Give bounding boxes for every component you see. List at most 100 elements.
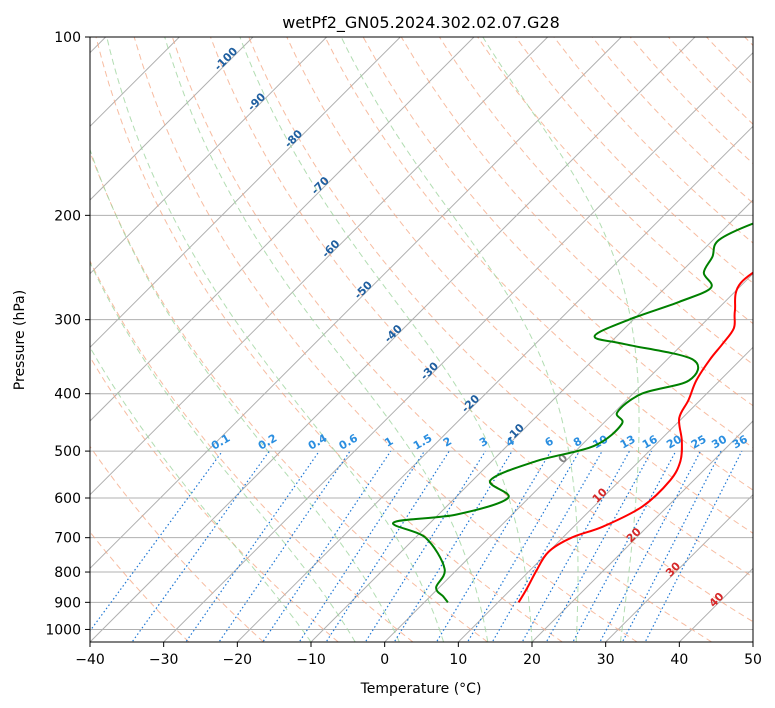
- x-tick-label: 20: [523, 652, 541, 668]
- dry-adiabat-line: [668, 37, 753, 125]
- dry-adiabat-line: [553, 37, 753, 244]
- mixing-ratio-line: [435, 450, 552, 642]
- isotherm-line: [90, 37, 549, 496]
- y-tick-label: 300: [54, 313, 81, 329]
- dry-adiabat-line: [706, 37, 753, 86]
- mixing-ratio-line: [298, 450, 425, 642]
- dry-adiabat-line: [90, 445, 264, 642]
- mixing-ratio-label: 0.1: [209, 432, 232, 453]
- moist-adiabat-line: [90, 346, 312, 642]
- y-tick-label: 900: [54, 595, 81, 611]
- isotherm-line: [90, 37, 254, 201]
- mixing-ratio-line: [364, 450, 486, 642]
- isotherm-label-red: 40: [707, 590, 727, 610]
- dry-adiabat-line: [438, 37, 753, 366]
- mixing-ratio-line: [185, 450, 320, 642]
- isotherm-label: -100: [212, 44, 241, 73]
- moist-adiabat-line: [482, 37, 640, 642]
- isotherm-line: [90, 37, 475, 422]
- x-tick-label: 0: [380, 652, 389, 668]
- mixing-ratio-line: [466, 450, 580, 642]
- mixing-ratio-line: [262, 450, 392, 642]
- x-tick-label: 40: [670, 652, 688, 668]
- isotherm-line: [236, 125, 753, 642]
- x-tick-label: −20: [223, 652, 253, 668]
- mixing-ratio-label: 0.2: [256, 432, 279, 453]
- dry-adiabat-line: [324, 37, 753, 491]
- y-tick-label: 600: [54, 491, 81, 507]
- y-tick-label: 800: [54, 565, 81, 581]
- dry-adiabat-line: [515, 37, 753, 284]
- data-series: [392, 222, 753, 603]
- x-tick-label: −10: [296, 652, 326, 668]
- isotherm-label: -20: [459, 392, 482, 415]
- mixing-ratio-label: 8: [571, 435, 584, 450]
- moist-adiabat-line: [239, 37, 533, 642]
- dewpoint-profile-line: [392, 222, 753, 603]
- y-tick-label: 200: [54, 208, 81, 224]
- isotherm-label: -60: [319, 237, 342, 260]
- isotherm-label-red: 10: [590, 485, 610, 505]
- background-lines: 0.1 0.2 0.4 0.6 1 1.5 2 3 4 6 8 10 13 16 20 25 30 36-100-…: [90, 37, 753, 642]
- mixing-ratio-label: 1.5: [411, 432, 434, 453]
- plot-frame: [89, 36, 754, 643]
- mixing-ratio-line: [545, 450, 653, 642]
- isotherm-label: -30: [418, 359, 441, 382]
- isotherm-label-red: 30: [663, 559, 683, 579]
- x-tick-label: −30: [149, 652, 179, 668]
- dry-adiabat-line: [90, 259, 414, 642]
- isotherm-line: [163, 51, 753, 642]
- moist-adiabat-line: [340, 37, 579, 642]
- dry-adiabat-line: [90, 150, 488, 642]
- isotherm-line: [384, 272, 753, 642]
- mixing-ratio-label: 3: [477, 435, 490, 450]
- isotherm-line: [457, 346, 753, 642]
- x-tick-label: 50: [744, 652, 762, 668]
- isotherm-line: [752, 641, 753, 642]
- isotherm-line: [310, 199, 753, 642]
- mixing-ratio-line: [325, 450, 450, 642]
- isotherm-line: [90, 37, 622, 570]
- mixing-ratio-label: 25: [689, 433, 709, 452]
- mixing-ratio-line: [393, 450, 513, 642]
- mixing-ratio-label: 36: [730, 432, 750, 451]
- mixing-ratio-line: [572, 450, 677, 642]
- moist-adiabat-line: [90, 148, 400, 642]
- isotherm-label: -90: [245, 90, 268, 113]
- isotherm-line: [90, 37, 696, 642]
- mixing-ratio-line: [644, 450, 743, 642]
- isotherm-line: [605, 493, 753, 642]
- isotherm-line: [531, 420, 753, 642]
- y-tick-label: 400: [54, 387, 81, 403]
- mixing-ratio-line: [521, 450, 631, 642]
- dry-adiabat-line: [210, 37, 753, 623]
- dry-adiabat-line: [95, 37, 563, 642]
- mixing-ratio-label: 1: [382, 435, 395, 450]
- isotherm-line: [90, 37, 401, 349]
- mixing-ratio-label: 6: [543, 434, 556, 449]
- mixing-ratio-line: [599, 450, 702, 642]
- x-axis-title: Temperature (°C): [360, 681, 482, 697]
- moist-adiabat-line: [164, 37, 489, 642]
- mixing-ratio-label: 30: [709, 432, 729, 451]
- mixing-ratio-label: 13: [618, 433, 638, 452]
- mixing-ratio-line: [218, 450, 351, 642]
- dry-adiabat-line: [90, 531, 190, 642]
- isotherm-label: -70: [309, 174, 332, 197]
- axes: −40 −30 −20 −10 0 10 20 30 40 5010020030040050060…: [45, 30, 762, 668]
- dry-adiabat-line: [248, 37, 753, 578]
- y-tick-label: 100: [54, 30, 81, 46]
- isotherm-line: [90, 37, 328, 275]
- mixing-ratio-line: [621, 450, 722, 642]
- moist-adiabat-line: [90, 261, 356, 642]
- y-tick-label: 500: [54, 444, 81, 460]
- isotherm-label: -40: [382, 322, 405, 345]
- isotherm-label: -80: [282, 127, 305, 150]
- mixing-ratio-label: 16: [640, 432, 660, 451]
- mixing-ratio-line: [90, 450, 223, 632]
- temperature-profile-line: [517, 271, 753, 603]
- y-tick-label: 700: [54, 531, 81, 547]
- mixing-ratio-line: [491, 450, 603, 642]
